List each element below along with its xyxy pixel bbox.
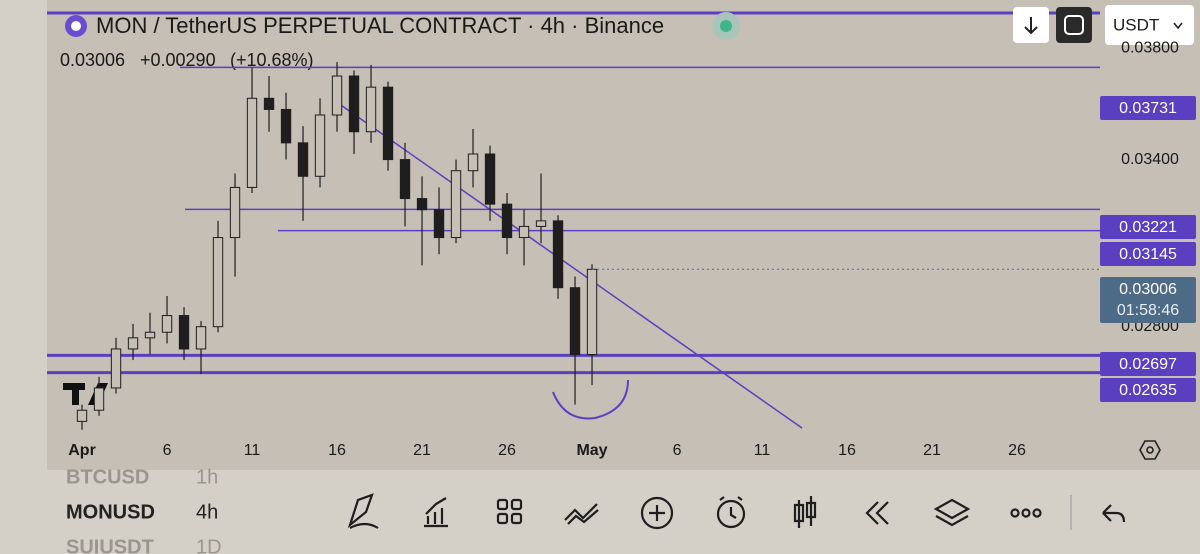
status-dot-inner [720, 20, 732, 32]
x-tick-label: 16 [328, 442, 346, 459]
candle-body [535, 220, 547, 227]
x-tick-label: 21 [923, 442, 941, 459]
drawn-arc[interactable] [552, 379, 629, 420]
candle-body [263, 97, 275, 110]
toolbar [347, 493, 1126, 530]
level-label-box [1100, 352, 1196, 376]
x-tick-label: 16 [838, 442, 856, 459]
candle-body [467, 153, 479, 172]
replay-tool[interactable] [865, 501, 889, 525]
candle-body [144, 331, 156, 339]
settings-icon-center [1146, 446, 1154, 454]
candle-body [93, 387, 105, 411]
candle-body [382, 86, 394, 161]
fullscreen-button[interactable] [1056, 7, 1092, 43]
level-label-box [1100, 215, 1196, 239]
x-tick-label: 11 [244, 442, 261, 459]
level-label: 0.03145 [1119, 246, 1177, 263]
draw-tool[interactable] [347, 493, 379, 529]
candle-body [450, 170, 462, 239]
layout-tool[interactable] [496, 498, 523, 525]
symbol-icon-inner [71, 21, 81, 31]
candle-body [331, 75, 343, 116]
alert-tool[interactable] [716, 496, 746, 529]
x-tick-label: Apr [68, 442, 96, 459]
level-label: 0.02635 [1119, 382, 1177, 399]
y-tick-label: 0.03800 [1121, 39, 1179, 56]
level-label-box [1100, 378, 1196, 402]
level-label-box [1100, 242, 1196, 266]
y-tick-label: 0.03400 [1121, 151, 1179, 168]
compare-tool[interactable] [564, 503, 599, 525]
download-icon [1024, 17, 1038, 35]
add-tool[interactable] [640, 496, 674, 530]
candle-body [246, 97, 258, 188]
candle-body [161, 315, 173, 333]
last-price-label: 0.03006 [1119, 281, 1177, 298]
more-tool[interactable] [1010, 508, 1042, 518]
candle-body [399, 159, 411, 200]
candle-body [518, 225, 530, 239]
x-tick-label: 6 [163, 442, 172, 459]
candle-body [416, 198, 428, 211]
candle-body [229, 186, 241, 239]
watch-symbol[interactable]: MONUSD [66, 501, 155, 523]
watch-interval: 4h [196, 501, 218, 523]
last-price-box [1100, 277, 1196, 323]
candle-body [280, 108, 292, 144]
x-tick-label: 26 [1008, 442, 1026, 459]
watch-interval: 1D [196, 536, 222, 554]
fullscreen-icon [1064, 15, 1084, 35]
layers-tool[interactable] [933, 498, 971, 527]
level-label: 0.03221 [1119, 219, 1177, 236]
level-label-box [1100, 96, 1196, 120]
x-tick-label: 11 [754, 442, 771, 459]
countdown: 01:58:46 [1117, 302, 1179, 319]
level-label: 0.03731 [1119, 100, 1177, 117]
x-tick-label: 26 [498, 442, 516, 459]
candle-body [348, 75, 360, 133]
chevron [1173, 22, 1183, 30]
candle-body [433, 209, 445, 239]
candle-body [484, 153, 496, 205]
candles-tool[interactable] [793, 496, 817, 528]
candle-body [586, 268, 598, 356]
change-pct: (+10.68%) [230, 50, 314, 70]
currency-select[interactable] [1105, 5, 1194, 45]
candle-body [569, 287, 581, 356]
candle-body [76, 409, 88, 422]
candle-body [212, 237, 224, 328]
x-tick-label: 21 [413, 442, 431, 459]
candle-body [314, 114, 326, 177]
x-tick-label: 6 [673, 442, 682, 459]
indicators-tool[interactable] [424, 497, 448, 528]
watch-symbol[interactable]: SUIUSDT [66, 536, 154, 554]
undo-button[interactable] [1102, 504, 1126, 523]
candle-body [127, 337, 139, 350]
watch-symbol[interactable]: BTCUSD [66, 466, 149, 488]
candle-body [110, 348, 122, 389]
currency: USDT [1113, 15, 1159, 34]
candle-body [297, 142, 309, 177]
last-price: 0.03006 [60, 50, 125, 70]
settings-icon[interactable] [1139, 440, 1161, 460]
change: +0.00290 [140, 50, 216, 70]
candle-body [178, 315, 190, 350]
watch-interval: 1h [196, 466, 218, 488]
candle-body [552, 220, 564, 289]
chart-title[interactable]: MON / TetherUS PERPETUAL CONTRACT · 4h ·… [96, 13, 664, 38]
level-label: 0.02697 [1119, 356, 1177, 373]
candle-body [195, 326, 207, 350]
x-tick-label: May [576, 442, 607, 459]
candle-body [365, 86, 377, 133]
candle-body [501, 203, 513, 239]
